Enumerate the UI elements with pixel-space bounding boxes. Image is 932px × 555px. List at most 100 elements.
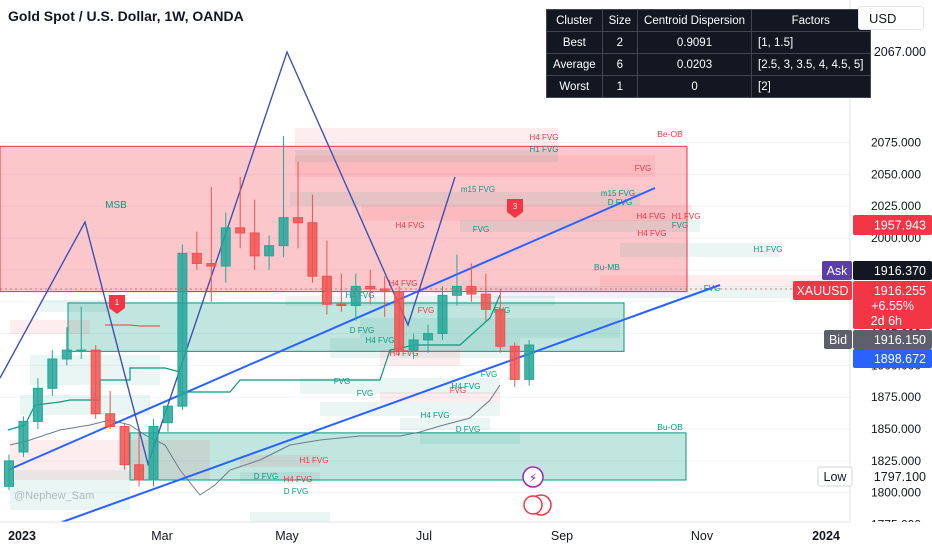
zone-label-bu-ob: Bu-OB: [657, 422, 683, 432]
fvg-label: FVG: [418, 306, 434, 315]
candle-body: [423, 333, 434, 341]
fvg-label: H4 FVG: [638, 229, 667, 238]
fvg-box: [320, 402, 500, 416]
fvg-label: H4 FVG: [637, 212, 666, 221]
zigzag-line: [0, 50, 456, 467]
candle-body: [278, 217, 289, 247]
candle-body: [249, 232, 260, 257]
candle-body: [379, 288, 390, 293]
fvg-label: H4 FVG: [284, 475, 313, 484]
symbol-countdown: 2d 6h: [871, 314, 902, 328]
table-row: Average 6 0.0203 [2.5, 3, 3.5, 4, 4.5, 5…: [546, 53, 871, 76]
marker-label: 1: [115, 298, 120, 307]
candle-body: [90, 349, 101, 415]
price-tick-label: 2075.000: [871, 136, 921, 150]
candle-body: [394, 291, 405, 351]
fvg-box: [240, 455, 320, 467]
fvg-box: [10, 320, 90, 334]
fvg-label: H1 FVG: [300, 456, 329, 465]
demand-zone: [129, 432, 687, 481]
fvg-label: D FVG: [456, 425, 480, 434]
time-tick-label: Nov: [691, 529, 714, 543]
fvg-label: H1 FVG: [672, 212, 701, 221]
fvg-label: FVG: [357, 389, 373, 398]
time-tick-label: 2023: [8, 529, 36, 543]
fvg-label: D FVG: [350, 326, 374, 335]
candle-body: [47, 358, 58, 389]
dispersion-cell: 0.9091: [637, 31, 753, 54]
zone-label-be-ob: Be-OB: [657, 129, 683, 139]
fvg-label: m15 FVG: [461, 185, 495, 194]
low-value-bg: [853, 467, 932, 486]
trendline: [39, 284, 721, 531]
fvg-box: [420, 432, 520, 444]
currency-selector[interactable]: USD: [858, 6, 924, 30]
fvg-box: [285, 296, 555, 306]
low-value: 1797.100: [874, 470, 926, 484]
time-tick-label: Jul: [416, 529, 432, 543]
size-cell: 2: [601, 31, 639, 54]
cluster-cell: Average: [546, 53, 603, 76]
time-tick-label: Sep: [551, 529, 573, 543]
cluster-cell: Worst: [546, 75, 603, 98]
candle-body: [495, 308, 506, 347]
fvg-box: [400, 418, 490, 430]
candle-body: [32, 387, 43, 422]
price-tick-label: 2025.000: [871, 199, 921, 213]
fvg-label: D FVG: [284, 487, 308, 496]
fvg-label: FVG: [473, 225, 489, 234]
fvg-box: [380, 350, 460, 366]
bid-label-bg: [824, 330, 852, 349]
fvg-label: FVG: [334, 377, 350, 386]
fvg-box: [250, 512, 330, 524]
candle-body: [206, 262, 217, 267]
candle-body: [451, 285, 462, 296]
fvg-label: H1 FVG: [754, 245, 783, 254]
fvg-label: H4 FVG: [421, 411, 450, 420]
candles-layer: [4, 136, 535, 491]
symbol-label-bg: [793, 281, 852, 300]
fvg-box: [10, 470, 130, 510]
fvg-box: [240, 472, 320, 484]
candle-body: [350, 285, 361, 307]
candle-body: [524, 344, 535, 380]
fvg-label: FVG: [450, 386, 466, 395]
fvg-label: m15 FVG: [601, 189, 635, 198]
candle-body: [220, 227, 231, 267]
fvg-box: [40, 300, 110, 312]
candle-body: [509, 345, 520, 380]
size-cell: 6: [601, 53, 639, 76]
candle-body: [235, 227, 246, 234]
fvg-label: H4 FVG: [396, 221, 425, 230]
candle-body: [177, 252, 188, 407]
price-tick-label: 1800.000: [871, 486, 921, 500]
candle-body: [480, 293, 491, 310]
time-tick-label: Mar: [151, 529, 173, 543]
trailing-line: [9, 384, 501, 496]
candle-body: [18, 420, 29, 453]
fvg-box: [295, 150, 558, 162]
factors-cell: [2.5, 3, 3.5, 4, 4.5, 5]: [751, 53, 871, 76]
factors-cell: [1, 1.5]: [751, 31, 871, 54]
fvg-label: FVG: [635, 164, 651, 173]
candle-body: [148, 426, 159, 481]
watermark: @Nephew_Sam: [14, 490, 95, 502]
candle-body: [466, 285, 477, 295]
zones-layer: Be-OB Bu-MB Bu-OB MSB: [0, 129, 850, 526]
candle-body: [4, 460, 14, 487]
fvg-box: [290, 192, 640, 206]
time-tick-label: May: [275, 529, 299, 543]
table-row: Best 2 0.9091 [1, 1.5]: [546, 31, 871, 54]
fvg-label: H4 FVG: [452, 382, 481, 391]
fvg-label: H4 FVG: [530, 133, 559, 142]
candle-body: [307, 222, 318, 277]
table-row: Worst 1 0 [2]: [546, 75, 871, 98]
symbol-block-bg: [853, 281, 932, 329]
price-tick-label: 1850.000: [871, 422, 921, 436]
low-label-bg: [818, 467, 852, 486]
zone-label-msb: MSB: [105, 200, 127, 211]
cluster-cell: Best: [546, 31, 603, 54]
candle-body: [61, 349, 72, 360]
